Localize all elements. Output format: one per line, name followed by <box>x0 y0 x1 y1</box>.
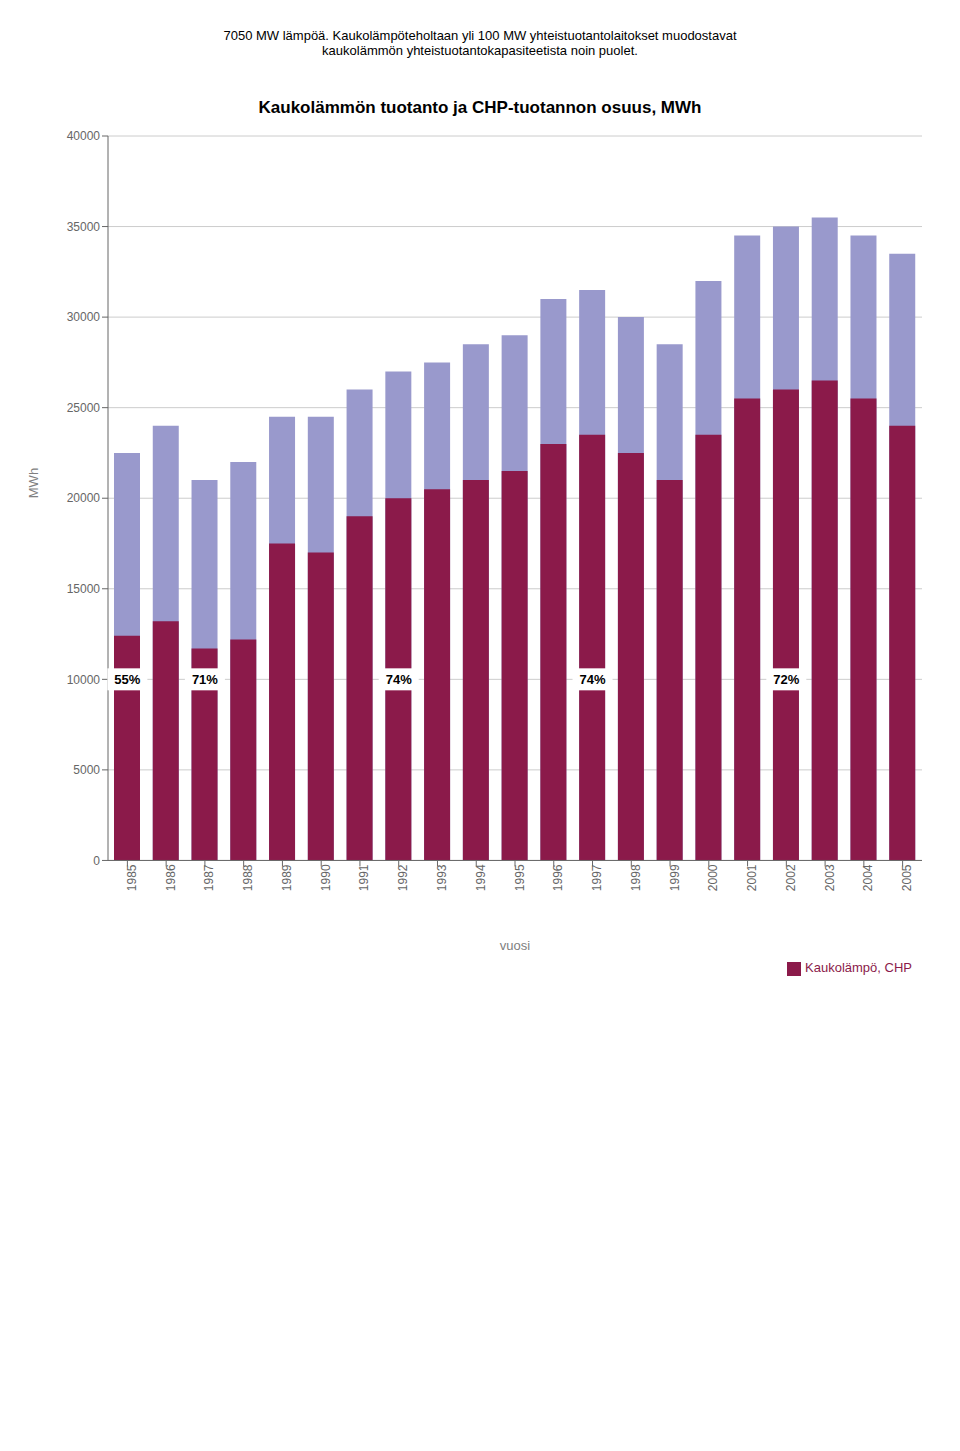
svg-text:1999: 1999 <box>668 864 682 891</box>
svg-text:1992: 1992 <box>396 864 410 891</box>
html-text:Kaukolämpö, CHP: Kaukolämpö, CHP <box>805 960 912 976</box>
svg-text:71%: 71% <box>192 672 218 687</box>
svg-text:72%: 72% <box>773 672 799 687</box>
svg-text:2000: 2000 <box>706 864 720 891</box>
svg-text:1988: 1988 <box>241 864 255 891</box>
svg-text:74%: 74% <box>386 672 412 687</box>
svg-text:2001: 2001 <box>745 864 759 891</box>
svg-text:1997: 1997 <box>590 864 604 891</box>
svg-text:1986: 1986 <box>164 864 178 891</box>
svg-text:30000: 30000 <box>67 310 101 324</box>
svg-text:10000: 10000 <box>67 673 101 687</box>
svg-text:1989: 1989 <box>280 864 294 891</box>
svg-text:1987: 1987 <box>202 864 216 891</box>
svg-text:vuosi: vuosi <box>500 938 530 953</box>
html-text:7050 MW lämpöä. Kaukolämpöteho: 7050 MW lämpöä. Kaukolämpöteholtaan yli … <box>223 28 737 58</box>
svg-text:2005: 2005 <box>900 864 914 891</box>
svg-text:1994: 1994 <box>474 864 488 891</box>
svg-text:5000: 5000 <box>73 763 100 777</box>
svg-text:15000: 15000 <box>67 582 101 596</box>
svg-text:74%: 74% <box>580 672 606 687</box>
svg-text:MWh: MWh <box>26 468 41 498</box>
svg-text:2004: 2004 <box>861 864 875 891</box>
svg-text:55%: 55% <box>114 672 140 687</box>
svg-text:20000: 20000 <box>67 491 101 505</box>
svg-text:25000: 25000 <box>67 401 101 415</box>
svg-text:1995: 1995 <box>513 864 527 891</box>
svg-text:1996: 1996 <box>551 864 565 891</box>
svg-text:2002: 2002 <box>784 864 798 891</box>
svg-text:2003: 2003 <box>823 864 837 891</box>
svg-text:1985: 1985 <box>125 864 139 891</box>
svg-text:35000: 35000 <box>67 220 101 234</box>
svg-text:40000: 40000 <box>67 129 101 143</box>
svg-text:1998: 1998 <box>629 864 643 891</box>
svg-text:0: 0 <box>93 854 100 868</box>
svg-text:1993: 1993 <box>435 864 449 891</box>
svg-text:1991: 1991 <box>357 864 371 891</box>
svg-text:1990: 1990 <box>319 864 333 891</box>
html-text:Kaukolämmön tuotanto ja CHP-tu: Kaukolämmön tuotanto ja CHP-tuotannon os… <box>258 98 702 117</box>
